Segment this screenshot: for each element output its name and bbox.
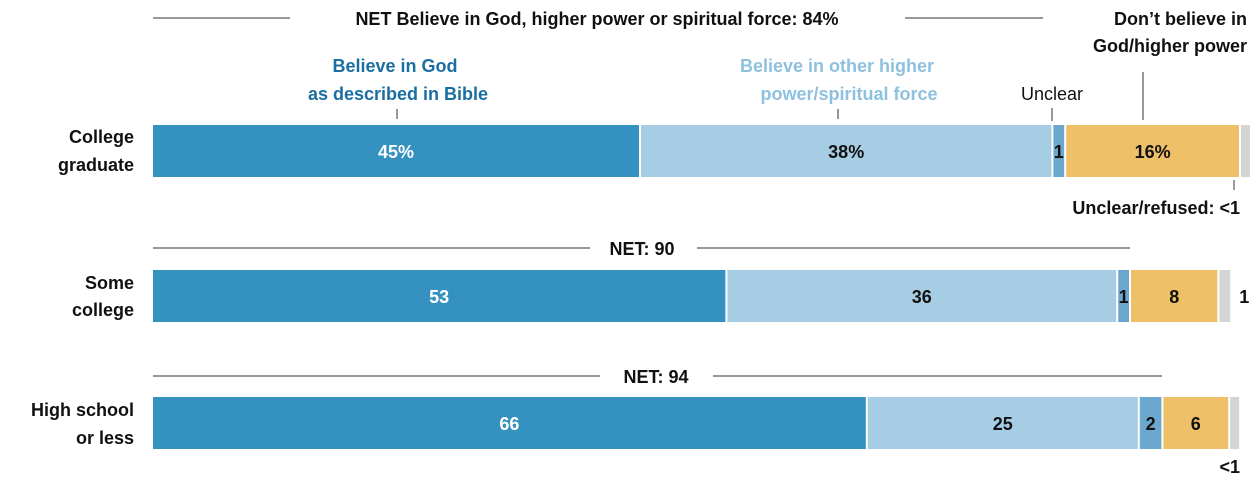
category-label-college-graduate-line2: graduate [58,155,134,175]
data-label-college-graduate-believe-god-bible: 45% [378,142,414,162]
bar-some-college-dont-believe [1131,270,1218,322]
net-label-0: NET Believe in God, higher power or spir… [355,9,838,29]
category-label-college-graduate-line1: College [69,127,134,147]
data-label-some-college-believe-god-bible: 53 [429,287,449,307]
category-label-high-school-line2: or less [76,428,134,448]
data-label-high-school-or-less-dont-believe: 6 [1191,414,1201,434]
data-label-college-graduate-dont-believe: 16% [1135,142,1171,162]
bar-high-school-or-less-other-higher-power [867,397,1138,449]
data-label-some-college-unclear-refused: 1 [1239,287,1249,307]
bar-college-graduate-believe-god-bible [153,125,639,177]
net-label-2: NET: 94 [623,367,688,387]
bar-high-school-or-less-dont-believe [1163,397,1229,449]
bar-high-school-or-less-believe-god-bible [153,397,866,449]
legend-unclear: Unclear [1021,84,1083,104]
category-label-some-college-line1: Some [85,273,134,293]
unclear-refused-label: Unclear/refused: <1 [1072,198,1240,218]
bar-some-college-other-higher-power [727,270,1117,322]
legend-other-power-line2: power/spiritual force [760,84,937,104]
category-label-high-school-line1: High school [31,400,134,420]
data-label-college-graduate-other-higher-power: 38% [828,142,864,162]
data-label-college-graduate-unclear: 1 [1054,142,1064,162]
data-label-high-school-or-less-believe-god-bible: 66 [499,414,519,434]
category-label-some-college-line2: college [72,300,134,320]
data-label-high-school-or-less-unclear-refused: <1 [1219,457,1240,477]
bar-college-graduate-unclear-refused [1241,125,1250,177]
bar-some-college-unclear [1118,270,1129,322]
bars-group: 45% 38% 1 16% 53 36 1 8 1 66 25 2 6 <1 [153,125,1250,477]
bar-high-school-or-less-unclear [1139,397,1162,449]
bar-high-school-or-less-unclear-refused [1230,397,1240,449]
data-label-some-college-other-higher-power: 36 [912,287,932,307]
legend-other-power-line1: Believe in other higher [740,56,934,76]
legend-believe-god-line2: as described in Bible [308,84,488,104]
legend-dont-believe-line1: Don’t believe in [1114,9,1247,29]
bar-college-graduate-dont-believe [1066,125,1239,177]
net-label-1: NET: 90 [609,239,674,259]
bar-some-college-believe-god-bible [153,270,726,322]
bar-college-graduate-unclear [1053,125,1065,177]
legend-dont-believe-line2: God/higher power [1093,36,1247,56]
data-label-some-college-dont-believe: 8 [1169,287,1179,307]
data-label-some-college-unclear: 1 [1119,287,1129,307]
bar-college-graduate-other-higher-power [641,125,1052,177]
bar-some-college-unclear-refused [1219,270,1231,322]
legend-believe-god-line1: Believe in God [332,56,457,76]
data-label-high-school-or-less-unclear: 2 [1146,414,1156,434]
data-label-high-school-or-less-other-higher-power: 25 [993,414,1013,434]
